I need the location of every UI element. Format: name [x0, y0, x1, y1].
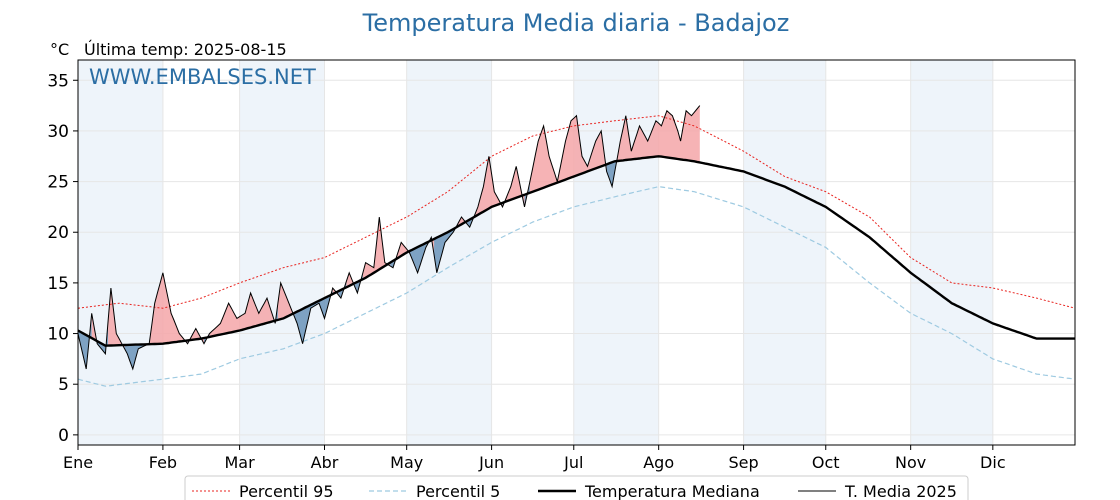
series-t2025-line	[77, 105, 701, 371]
axes	[77, 59, 1076, 446]
x-tick-label: Jun	[478, 453, 504, 472]
below-median-fill	[354, 272, 363, 293]
month-band	[743, 60, 826, 445]
x-tick-label: Nov	[895, 453, 926, 472]
legend-label-p5: Percentil 5	[416, 482, 500, 500]
x-tick-label: Ago	[643, 453, 674, 472]
above-median-fill	[149, 272, 188, 345]
legend: Percentil 95 Percentil 5 Temperatura Media…	[184, 475, 969, 500]
chart-title: Temperatura Media diaria - Badajoz	[362, 9, 790, 37]
y-tick-label: 35	[47, 71, 69, 91]
x-tick-label: Feb	[149, 453, 177, 472]
y-tick-label: 10	[47, 325, 69, 345]
legend-label-median: Temperatura Mediana	[584, 482, 760, 500]
legend-label-p95: Percentil 95	[239, 482, 334, 500]
month-band	[573, 60, 659, 445]
x-tick-label: Oct	[812, 453, 840, 472]
above-median-fill	[362, 217, 391, 280]
month-band	[78, 60, 163, 445]
series-p5-line	[77, 185, 1076, 387]
y-tick-label: 25	[47, 173, 69, 193]
series-median-line	[77, 155, 1075, 347]
month-band	[239, 60, 325, 445]
y-tick-label: 0	[58, 426, 69, 446]
x-tick-label: Dic	[980, 453, 1006, 472]
x-tick-label: Jul	[563, 453, 583, 472]
above-median-fill	[529, 115, 607, 193]
y-tick-label: 30	[47, 122, 69, 142]
above-median-fill	[209, 293, 276, 337]
above-median-fill	[617, 105, 700, 163]
x-tick-label: Mar	[225, 453, 256, 472]
below-median-fill	[294, 288, 333, 344]
above-median-fill	[91, 313, 98, 344]
watermark: WWW.EMBALSES.NET	[89, 65, 316, 89]
x-tick-label: Abr	[311, 453, 339, 472]
series-lines	[77, 105, 1076, 387]
y-tick-label: 15	[47, 274, 69, 294]
y-tick-labels: 0 5 10 15 20 25 30 35	[47, 71, 78, 446]
above-median-fill	[395, 242, 410, 260]
month-band	[910, 60, 993, 445]
y-tick-label: 20	[47, 223, 69, 243]
legend-label-t2025: T. Media 2025	[844, 482, 957, 500]
month-bands	[78, 60, 993, 445]
plot-frame	[77, 59, 1076, 446]
last-temp-label: Última temp: 2025-08-15	[84, 40, 287, 59]
above-median-fill	[505, 166, 525, 207]
x-tick-label: May	[390, 453, 423, 472]
legend-box	[184, 475, 969, 500]
x-tick-labels: Ene Feb Mar Abr May Jun Jul Ago Sep Oct Nov Dic	[63, 445, 1006, 472]
below-median-fill	[466, 213, 476, 228]
y-unit-label: °C	[50, 40, 69, 59]
x-tick-label: Ene	[63, 453, 93, 472]
below-median-fill	[409, 237, 432, 273]
below-median-fill	[78, 313, 92, 369]
y-tick-label: 5	[58, 375, 69, 395]
x-tick-label: Sep	[729, 453, 759, 472]
above-median-fill	[475, 156, 503, 217]
above-median-fill	[277, 282, 295, 320]
below-median-fill	[97, 320, 109, 354]
